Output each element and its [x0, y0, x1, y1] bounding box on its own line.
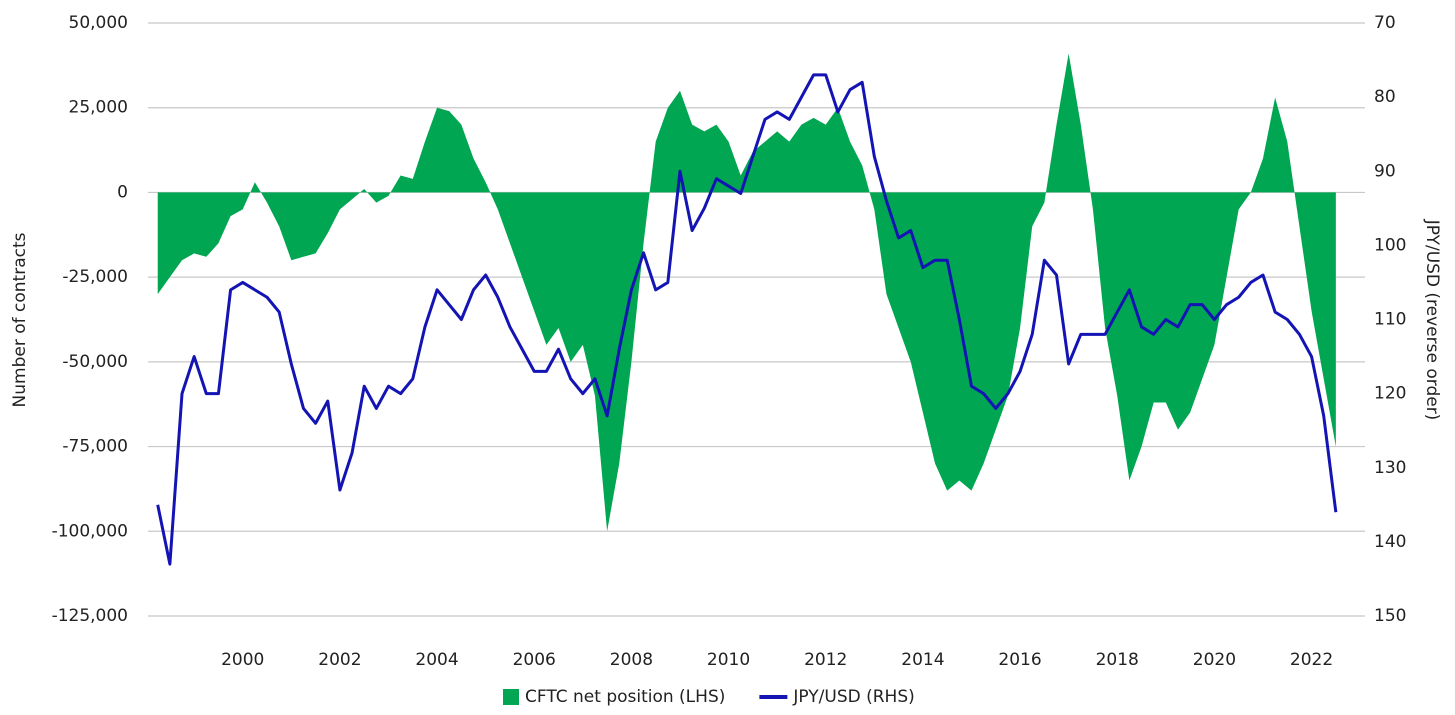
- y2-tick-label: 150: [1374, 606, 1406, 626]
- y2-tick-label: 140: [1374, 532, 1406, 552]
- y-tick-label: -25,000: [62, 267, 128, 287]
- x-tick-label: 2008: [610, 650, 653, 670]
- x-tick-label: 2020: [1193, 650, 1236, 670]
- legend-swatch: [503, 689, 519, 705]
- y-tick-label: -100,000: [52, 521, 128, 541]
- y2-tick-label: 130: [1374, 458, 1406, 478]
- y-axis-label: Number of contracts: [10, 232, 30, 407]
- y2-tick-label: 80: [1374, 87, 1396, 107]
- x-tick-label: 2016: [998, 650, 1041, 670]
- x-tick-label: 2002: [318, 650, 361, 670]
- y-tick-label: 25,000: [69, 98, 128, 118]
- x-tick-label: 2014: [901, 650, 944, 670]
- x-tick-label: 2010: [707, 650, 750, 670]
- legend-label: CFTC net position (LHS): [525, 687, 725, 707]
- y-tick-label: -125,000: [52, 606, 128, 626]
- y-tick-label: -50,000: [62, 352, 128, 372]
- y2-tick-label: 110: [1374, 310, 1406, 330]
- y2-tick-label: 70: [1374, 13, 1396, 33]
- area: [157, 53, 1336, 532]
- x-tick-label: 2012: [804, 650, 847, 670]
- y2-tick-label: 120: [1374, 384, 1406, 404]
- x-tick-label: 2000: [221, 650, 264, 670]
- y-tick-label: -75,000: [62, 437, 128, 457]
- y-tick-label: 50,000: [69, 13, 128, 33]
- x-tick-label: 2004: [415, 650, 458, 670]
- x-tick-label: 2006: [513, 650, 556, 670]
- y-tick-label: 0: [117, 182, 128, 202]
- y2-axis-label: JPY/USD (reverse order): [1422, 219, 1442, 421]
- legend-label: JPY/USD (RHS): [792, 687, 914, 707]
- x-tick-label: 2022: [1290, 650, 1333, 670]
- x-tick-label: 2018: [1096, 650, 1139, 670]
- line: [156, 73, 1338, 566]
- y2-tick-label: 90: [1374, 161, 1396, 181]
- y2-tick-label: 100: [1374, 235, 1406, 255]
